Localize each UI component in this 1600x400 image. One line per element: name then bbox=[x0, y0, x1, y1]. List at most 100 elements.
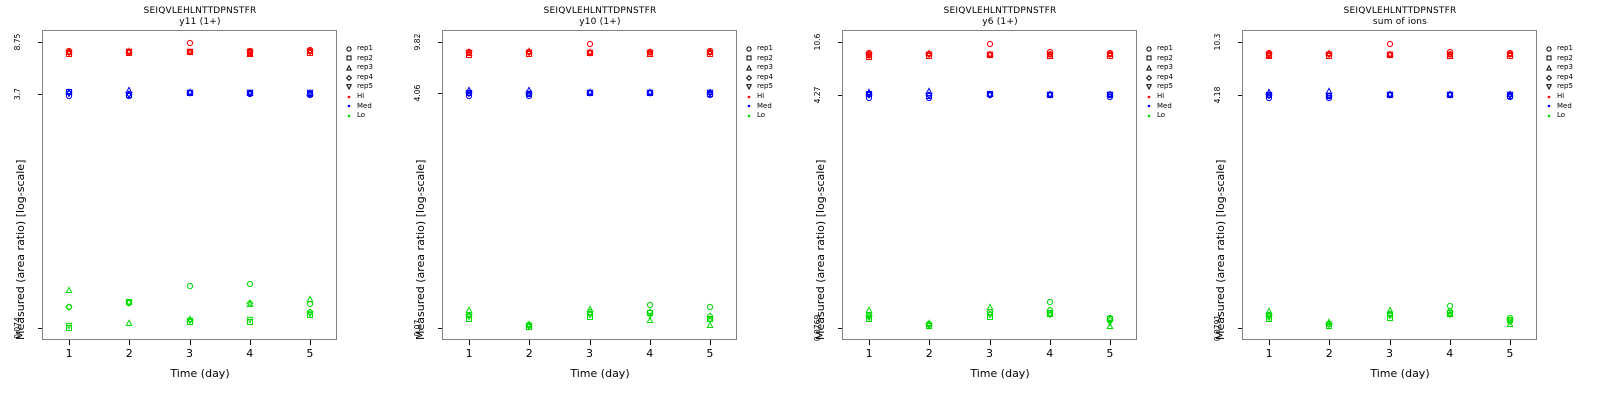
data-point-lo-rep5 bbox=[1325, 321, 1333, 329]
data-point-med-rep5 bbox=[185, 89, 194, 97]
legend-item-label: rep1 bbox=[1157, 44, 1173, 52]
data-point-med-rep3 bbox=[525, 85, 533, 93]
legend-item-label: rep4 bbox=[357, 72, 373, 81]
panel-title: SEIQVLEHLNTTDPNSTFR y11 (1+) bbox=[0, 6, 400, 28]
data-point-lo-rep5 bbox=[585, 312, 594, 320]
legend-item-label: rep5 bbox=[1157, 82, 1173, 91]
legend-item-med[interactable]: Med bbox=[1543, 102, 1573, 112]
data-point-med-rep1 bbox=[465, 93, 473, 100]
x-tick-label: 4 bbox=[646, 347, 654, 360]
legend-item-rep5[interactable]: rep5 bbox=[1143, 82, 1173, 92]
x-tick-label: 1 bbox=[865, 347, 873, 360]
plot-area bbox=[442, 30, 737, 340]
data-point-lo-rep3 bbox=[306, 295, 314, 303]
data-point-hi-rep1 bbox=[186, 40, 193, 47]
x-tick-mark bbox=[1449, 340, 1451, 345]
legend-item-hi[interactable]: Hi bbox=[1543, 92, 1573, 102]
legend-item-rep4[interactable]: rep4 bbox=[743, 73, 773, 83]
data-point-hi-rep5 bbox=[585, 49, 594, 57]
data-point-med-rep1 bbox=[65, 92, 73, 100]
legend-item-rep1[interactable]: rep1 bbox=[343, 44, 373, 54]
legend-item-rep1[interactable]: rep1 bbox=[743, 44, 773, 54]
y-tick-mark bbox=[38, 42, 42, 43]
legend-item-rep4[interactable]: rep4 bbox=[1543, 73, 1573, 83]
data-point-hi-rep3 bbox=[525, 47, 533, 55]
legend-item-label: Med bbox=[757, 101, 772, 110]
data-point-hi-rep3 bbox=[1325, 49, 1333, 57]
data-point-med-rep5 bbox=[525, 90, 533, 98]
legend-item-rep5[interactable]: rep5 bbox=[743, 82, 773, 92]
legend-item-rep2[interactable]: rep2 bbox=[343, 54, 373, 64]
x-tick-mark bbox=[1329, 340, 1331, 345]
data-point-hi-rep5 bbox=[1446, 51, 1454, 59]
legend-item-label: rep1 bbox=[757, 44, 773, 52]
data-point-med-rep5 bbox=[306, 90, 314, 97]
triangle-down-icon bbox=[743, 84, 755, 91]
data-point-lo-rep5 bbox=[1506, 319, 1514, 326]
data-point-lo-rep3 bbox=[65, 285, 73, 293]
legend: rep1 rep2 rep3 rep4 rep5 Hi Med Lo bbox=[743, 44, 773, 121]
legend-item-lo[interactable]: Lo bbox=[743, 111, 773, 121]
legend-item-label: rep3 bbox=[757, 63, 773, 72]
panel-title-peptide: SEIQVLEHLNTTDPNSTFR bbox=[1343, 6, 1457, 16]
dot-icon bbox=[743, 113, 755, 119]
panel-title-peptide: SEIQVLEHLNTTDPNSTFR bbox=[143, 6, 257, 16]
x-tick-mark bbox=[1049, 340, 1051, 345]
circle-icon bbox=[1543, 46, 1555, 52]
square-icon bbox=[743, 55, 755, 61]
legend-item-rep4[interactable]: rep4 bbox=[1143, 73, 1173, 83]
legend-item-lo[interactable]: Lo bbox=[1143, 111, 1173, 121]
data-point-med-rep5 bbox=[985, 91, 994, 99]
legend-item-rep3[interactable]: rep3 bbox=[1543, 63, 1573, 73]
panel-title-peptide: SEIQVLEHLNTTDPNSTFR bbox=[543, 6, 657, 16]
legend-item-label: Hi bbox=[357, 91, 365, 100]
x-tick-label: 2 bbox=[525, 347, 533, 360]
data-point-lo-rep5 bbox=[865, 314, 873, 322]
plot-area bbox=[42, 30, 337, 340]
legend-item-rep4[interactable]: rep4 bbox=[343, 73, 373, 83]
square-icon bbox=[1143, 55, 1155, 61]
data-point-lo-rep4 bbox=[646, 308, 654, 316]
legend-item-med[interactable]: Med bbox=[743, 102, 773, 112]
data-point-lo-rep5 bbox=[706, 317, 714, 324]
triangle-down-icon bbox=[343, 84, 355, 91]
data-point-lo-rep4 bbox=[1106, 316, 1114, 324]
legend-item-rep3[interactable]: rep3 bbox=[1143, 63, 1173, 73]
legend-item-med[interactable]: Med bbox=[1143, 102, 1173, 112]
diamond-icon bbox=[743, 74, 755, 81]
data-point-hi-rep5 bbox=[706, 49, 714, 57]
legend-item-rep2[interactable]: rep2 bbox=[1143, 54, 1173, 64]
y-tick-label: 0.07 bbox=[413, 319, 422, 337]
legend-item-rep1[interactable]: rep1 bbox=[1543, 44, 1573, 54]
legend-item-rep2[interactable]: rep2 bbox=[743, 54, 773, 64]
data-point-hi-rep5 bbox=[246, 49, 254, 57]
circle-icon bbox=[743, 46, 755, 52]
legend-item-hi[interactable]: Hi bbox=[343, 92, 373, 102]
legend-item-rep3[interactable]: rep3 bbox=[743, 63, 773, 73]
legend-item-rep1[interactable]: rep1 bbox=[1143, 44, 1173, 54]
legend-item-label: Lo bbox=[357, 111, 366, 120]
data-point-lo-rep4 bbox=[65, 303, 73, 311]
legend-item-label: rep2 bbox=[1157, 53, 1173, 62]
legend-item-rep3[interactable]: rep3 bbox=[343, 63, 373, 73]
legend-item-hi[interactable]: Hi bbox=[743, 92, 773, 102]
legend-item-rep5[interactable]: rep5 bbox=[1543, 82, 1573, 92]
triangle-up-icon bbox=[1143, 64, 1155, 71]
legend-item-rep5[interactable]: rep5 bbox=[343, 82, 373, 92]
legend-item-label: rep1 bbox=[1557, 44, 1573, 52]
plot-area bbox=[842, 30, 1137, 340]
y-tick-mark bbox=[438, 328, 442, 329]
legend-item-med[interactable]: Med bbox=[343, 102, 373, 112]
legend-item-lo[interactable]: Lo bbox=[343, 111, 373, 121]
data-point-hi-rep5 bbox=[925, 51, 933, 59]
legend-item-label: rep4 bbox=[757, 72, 773, 81]
y-tick-label: 0.074 bbox=[13, 317, 22, 339]
dot-icon bbox=[343, 103, 355, 109]
legend-item-label: rep4 bbox=[1557, 72, 1573, 81]
x-tick-label: 3 bbox=[586, 347, 593, 360]
legend-item-hi[interactable]: Hi bbox=[1143, 92, 1173, 102]
dot-icon bbox=[743, 94, 755, 100]
legend-item-lo[interactable]: Lo bbox=[1543, 111, 1573, 121]
legend-item-rep2[interactable]: rep2 bbox=[1543, 54, 1573, 64]
legend: rep1 rep2 rep3 rep4 rep5 Hi Med Lo bbox=[343, 44, 373, 121]
